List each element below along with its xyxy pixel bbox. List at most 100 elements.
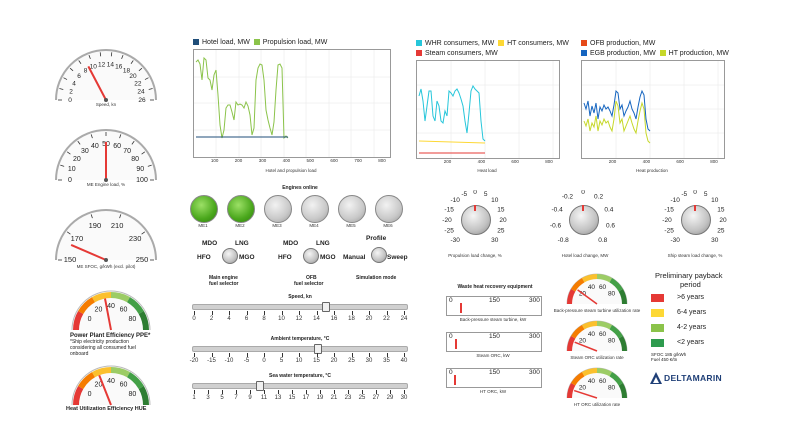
sim-manual: Manual — [343, 254, 366, 261]
hotel-load-knob-group: -0.8 -0.6 -0.4 -0.2 0 0.2 0.4 0.6 0.8 Hotel load… — [530, 189, 640, 265]
utilization-gauge: 20 40 60 80 Steam ORC utilization rate — [562, 317, 632, 363]
engine-indicator-me2[interactable] — [227, 195, 255, 223]
slider-tick — [334, 390, 335, 394]
tick-label: 80 — [608, 384, 616, 391]
knob-tick-label: 30 — [711, 237, 719, 244]
speed-slider-track[interactable] — [192, 304, 408, 310]
slider-tick — [208, 390, 209, 394]
sea-slider-track[interactable] — [192, 383, 408, 389]
tick-label: 16 — [115, 63, 123, 70]
sfoc-needle — [70, 243, 107, 261]
egb-series — [583, 89, 651, 132]
tick-label: 80 — [131, 156, 139, 163]
legend-swatch — [659, 50, 666, 56]
steam-load-knob-group: -30 -25 -20 -15 -10 -5 0 5 10 15 20 25 30 Ship steam… — [640, 189, 750, 265]
x-tick-label: 400 — [477, 159, 486, 164]
tick-mark — [119, 214, 122, 219]
slider-tick — [404, 390, 405, 394]
steam-load-knob[interactable] — [681, 205, 711, 235]
ambient-slider-track[interactable] — [192, 346, 408, 352]
delta-logo-icon — [650, 372, 662, 384]
knob-tick-label: 10 — [491, 197, 499, 204]
payback-note-2: Fuel 450 €/tn — [651, 357, 678, 362]
whr-tick-label: 300 — [529, 297, 540, 304]
ppe-needle — [104, 298, 112, 331]
slider-tick-label: 40 — [400, 358, 408, 364]
tick-label: 0 — [88, 316, 92, 323]
slider-tick-label: 29 — [386, 395, 394, 401]
selector-mdo: MDO — [202, 240, 218, 247]
slider-tick-label: 17 — [302, 395, 310, 401]
speed-slider-thumb[interactable] — [322, 302, 331, 312]
slider-tick — [376, 390, 377, 394]
sfoc-gauge: 150 170 190 210 230 250 ME SFOC, g/kWh (excl.… — [50, 198, 162, 270]
slider-tick-label: 35 — [383, 358, 390, 364]
tick-label: 4 — [72, 80, 76, 87]
knob-tick-label: 0 — [693, 190, 697, 196]
steam-knob-scale: -30 -25 -20 -15 -10-5 0 510 15 20 25 30 — [662, 189, 727, 244]
slider-tick-label: 14 — [313, 316, 320, 322]
legend-swatch — [498, 40, 505, 46]
main-engine-fuel-selector[interactable]: MDO LNG HFO MGO Main engine fuel selecto… — [197, 240, 267, 288]
engine-indicator-me5[interactable] — [338, 195, 366, 223]
knob-tick-label: -5 — [681, 191, 687, 198]
simulation-mode-selector[interactable]: Profile Manual Sweep Simulation mode — [340, 235, 420, 285]
steam-load-label: Ship steam load change, % — [667, 253, 723, 258]
hue-title: Heat Utilization Efficiency HUE — [66, 406, 147, 412]
knob-tick-label: 10 — [711, 197, 719, 204]
gauge-band-segment — [571, 278, 585, 292]
slider-tick — [351, 353, 353, 357]
sim-mode-knob[interactable] — [371, 247, 387, 263]
legend-hotel: Hotel load, MW — [202, 39, 250, 46]
engine-indicator-me6[interactable] — [375, 195, 403, 223]
tick-label: 230 — [129, 234, 142, 243]
slider-tick-label: 30 — [365, 358, 373, 364]
whr-equipment-title: Waste heat recovery equipment — [457, 284, 533, 290]
engine-indicator-me4[interactable] — [301, 195, 329, 223]
slider-tick-label: 15 — [288, 395, 296, 401]
tick-label: 40 — [91, 143, 99, 150]
ppe-note-3: onboard — [70, 351, 89, 357]
slider-tick — [194, 353, 195, 357]
knob-tick-label: 20 — [719, 217, 727, 224]
main-fuel-knob[interactable] — [222, 248, 238, 264]
gauge-band-segment — [127, 372, 144, 389]
tick-label: 20 — [73, 156, 81, 163]
tick-mark — [90, 134, 93, 139]
knob-tick-label: -0.6 — [550, 222, 562, 229]
payback-title-1: Preliminary payback — [655, 271, 723, 280]
propulsion-load-knob[interactable] — [461, 205, 491, 235]
tick-label: 70 — [123, 148, 131, 155]
tick-label: 40 — [588, 378, 596, 385]
engine-indicator-me1[interactable] — [190, 195, 218, 223]
hotel-load-knob[interactable] — [569, 205, 599, 235]
slider-tick — [334, 311, 335, 315]
ofb-fuel-selector[interactable]: MDO LNG HFO MGO OFB fuel selector — [278, 240, 348, 288]
whr-meter-label: HT ORC, kW — [479, 389, 507, 394]
legend-ht: HT consumers, MW — [507, 40, 569, 47]
engine-indicator-me3[interactable] — [264, 195, 292, 223]
sea-slider-thumb[interactable] — [256, 381, 265, 391]
knob-tick-label: 0 — [581, 190, 585, 196]
slider-tick — [386, 353, 388, 357]
tick-label: 170 — [71, 234, 84, 243]
tick-mark — [90, 214, 93, 219]
gauge-band-segment — [582, 274, 597, 283]
ambient-slider-thumb[interactable] — [313, 344, 322, 354]
knob-tick-label: -0.4 — [552, 206, 564, 213]
slider-tick-label: 21 — [330, 395, 338, 401]
knob-tick-label: -30 — [450, 237, 460, 244]
x-tick-label: 200 — [234, 158, 243, 163]
hotel-chart-legend: Hotel load, MW Propulsion load, MW — [193, 39, 327, 46]
tick-label: 100 — [136, 177, 148, 182]
tick-label: 60 — [120, 307, 128, 314]
ofb-fuel-knob[interactable] — [303, 248, 319, 264]
slider-tick-label: 15 — [313, 358, 320, 364]
slider-tick — [211, 311, 213, 315]
slider-tick-label: 25 — [348, 358, 355, 364]
knob-tick-label: -30 — [670, 237, 680, 244]
heat-chart-svg — [417, 61, 559, 158]
tick-label: 60 — [120, 382, 128, 389]
slider-tick — [264, 311, 265, 315]
utilization-gauge-label: Steam ORC utilization rate — [570, 355, 624, 360]
